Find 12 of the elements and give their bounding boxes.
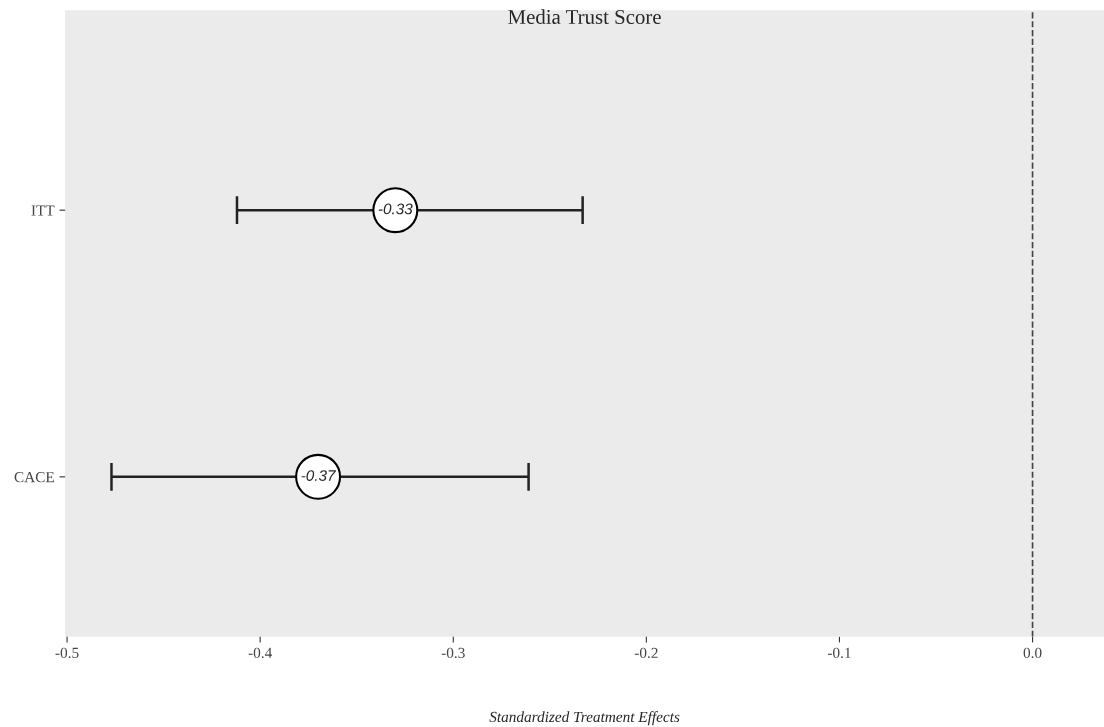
- y-tick-label: CACE: [14, 472, 54, 483]
- x-tick-label: -0.5: [55, 647, 79, 659]
- x-tick-label: -0.3: [441, 647, 465, 659]
- chart-title: Media Trust Score: [508, 9, 661, 24]
- data-label: -0.37: [301, 470, 336, 481]
- x-tick-label: -0.1: [827, 647, 851, 659]
- x-tick-label: -0.2: [634, 647, 658, 659]
- y-tick-label: ITT: [31, 205, 55, 216]
- x-tick-label: 0.0: [1023, 647, 1042, 659]
- x-axis-title: Standardized Treatment Effects: [489, 711, 680, 726]
- data-label: -0.33: [378, 203, 413, 215]
- x-tick-label: -0.4: [248, 647, 273, 659]
